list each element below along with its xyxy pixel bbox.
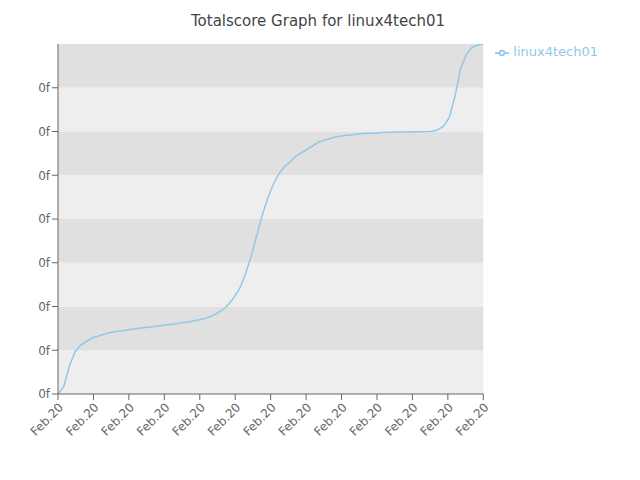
html-text:Totalscore Graph for linux4tec: Totalscore Graph for linux4tech01 — [191, 12, 445, 30]
svg-text:Feb.20: Feb.20 — [63, 400, 101, 438]
svg-text:0f: 0f — [38, 387, 51, 401]
svg-text:Feb.20: Feb.20 — [205, 400, 243, 438]
svg-text:Feb.20: Feb.20 — [347, 400, 385, 438]
svg-text:0f: 0f — [38, 125, 51, 139]
svg-text:0f: 0f — [38, 344, 51, 358]
svg-text:Feb.20: Feb.20 — [134, 400, 172, 438]
html-text:linux4tech01: linux4tech01 — [513, 44, 598, 59]
svg-text:0f: 0f — [38, 212, 51, 226]
svg-text:Feb.20: Feb.20 — [311, 400, 349, 438]
svg-text:0f: 0f — [38, 81, 51, 95]
svg-text:Feb.20: Feb.20 — [453, 400, 491, 438]
svg-text:Feb.20: Feb.20 — [418, 400, 456, 438]
svg-text:Feb.20: Feb.20 — [99, 400, 137, 438]
svg-text:Feb.20: Feb.20 — [28, 400, 66, 438]
svg-text:Feb.20: Feb.20 — [169, 400, 207, 438]
svg-text:0f: 0f — [38, 256, 51, 270]
svg-text:0f: 0f — [38, 300, 51, 314]
svg-text:Feb.20: Feb.20 — [382, 400, 420, 438]
svg-text:Feb.20: Feb.20 — [240, 400, 278, 438]
svg-text:0f: 0f — [38, 169, 51, 183]
svg-text:Feb.20: Feb.20 — [276, 400, 314, 438]
